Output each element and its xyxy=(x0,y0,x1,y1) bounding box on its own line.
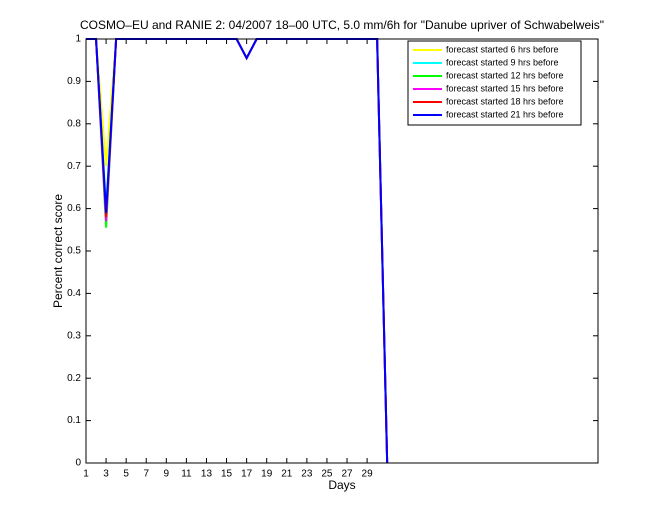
x-tick-label: 1 xyxy=(83,469,89,480)
x-tick-label: 23 xyxy=(301,469,313,480)
y-tick-label: 0.9 xyxy=(67,76,81,87)
legend-box xyxy=(407,40,582,126)
x-tick-label: 25 xyxy=(321,469,333,480)
x-tick-label: 15 xyxy=(221,469,233,480)
y-tick-label: 0.2 xyxy=(67,373,81,384)
y-tick-label: 0.8 xyxy=(67,118,81,129)
y-tick-label: 0 xyxy=(75,458,81,469)
plot-frame xyxy=(85,38,599,464)
legend-label: forecast started 15 hrs before xyxy=(446,83,564,93)
legend: forecast started 6 hrs before forecast st… xyxy=(407,40,582,126)
y-tick-label: 0.5 xyxy=(67,246,81,257)
x-tick-label: 21 xyxy=(281,469,293,480)
chart-title: COSMO–EU and RANIE 2: 04/2007 18–00 UTC,… xyxy=(80,18,604,32)
y-tick-label: 0.1 xyxy=(67,415,81,426)
x-tick-label: 13 xyxy=(201,469,213,480)
x-tick-label: 5 xyxy=(123,469,129,480)
y-tick-label: 0.7 xyxy=(67,161,81,172)
x-tick-label: 17 xyxy=(241,469,253,480)
x-tick-label: 29 xyxy=(362,469,374,480)
x-tick-label: 19 xyxy=(261,469,273,480)
y-tick-label: 0.3 xyxy=(67,330,81,341)
x-tick-label: 9 xyxy=(164,469,170,480)
x-tick-label: 7 xyxy=(143,469,149,480)
legend-label: forecast started 21 hrs before xyxy=(446,109,564,119)
x-axis-label: Days xyxy=(328,478,355,492)
x-tick-label: 3 xyxy=(103,469,109,480)
y-axis-label: Percent correct score xyxy=(51,194,65,308)
legend-label: forecast started 9 hrs before xyxy=(446,57,559,67)
legend-label: forecast started 6 hrs before xyxy=(446,44,559,54)
legend-label: forecast started 18 hrs before xyxy=(446,96,564,106)
x-tick-label: 27 xyxy=(341,469,353,480)
legend-label: forecast started 12 hrs before xyxy=(446,70,564,80)
y-tick-label: 0.6 xyxy=(67,203,81,214)
y-tick-label: 0.4 xyxy=(67,288,81,299)
y-tick-label: 1 xyxy=(75,34,81,45)
x-tick-label: 11 xyxy=(181,469,192,480)
